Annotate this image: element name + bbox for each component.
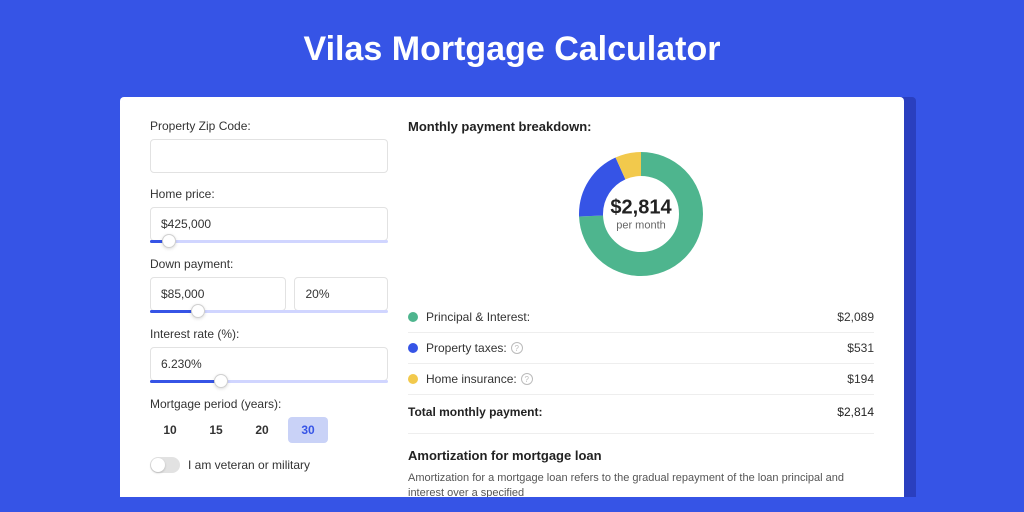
- breakdown-row-taxes: Property taxes: ? $531: [408, 333, 874, 364]
- interest-rate-slider-fill: [150, 380, 221, 383]
- veteran-toggle-label: I am veteran or military: [188, 458, 310, 472]
- home-price-slider-thumb[interactable]: [162, 234, 176, 248]
- donut-center: $2,814 per month: [610, 197, 671, 232]
- interest-rate-field-group: Interest rate (%):: [150, 327, 388, 383]
- interest-rate-input[interactable]: [150, 347, 388, 381]
- breakdown-row-insurance: Home insurance: ? $194: [408, 364, 874, 395]
- breakdown-label-taxes: Property taxes: ?: [426, 341, 847, 355]
- amortization-section: Amortization for mortgage loan Amortizat…: [408, 433, 874, 497]
- down-payment-percent-input[interactable]: [294, 277, 388, 311]
- down-payment-slider-thumb[interactable]: [191, 304, 205, 318]
- amortization-text: Amortization for a mortgage loan refers …: [408, 471, 874, 497]
- breakdown-total-value: $2,814: [837, 405, 874, 419]
- period-field-group: Mortgage period (years): 10 15 20 30: [150, 397, 388, 443]
- calculator-card: Property Zip Code: Home price: Down paym…: [120, 97, 904, 497]
- breakdown-column: Monthly payment breakdown: $2,814 per mo…: [408, 119, 874, 497]
- down-payment-label: Down payment:: [150, 257, 388, 271]
- breakdown-row-principal: Principal & Interest: $2,089: [408, 302, 874, 333]
- breakdown-label-taxes-text: Property taxes:: [426, 341, 507, 355]
- donut-center-value: $2,814: [610, 197, 671, 220]
- down-payment-field-group: Down payment:: [150, 257, 388, 313]
- breakdown-value-principal: $2,089: [837, 310, 874, 324]
- page-title: Vilas Mortgage Calculator: [0, 0, 1024, 97]
- breakdown-label-principal: Principal & Interest:: [426, 310, 837, 324]
- interest-rate-slider[interactable]: [150, 380, 388, 383]
- interest-rate-slider-thumb[interactable]: [214, 374, 228, 388]
- info-icon[interactable]: ?: [511, 342, 523, 354]
- donut-center-sub: per month: [610, 220, 671, 232]
- home-price-slider[interactable]: [150, 240, 388, 243]
- dot-principal: [408, 312, 418, 322]
- dot-taxes: [408, 343, 418, 353]
- amortization-heading: Amortization for mortgage loan: [408, 448, 874, 463]
- donut-container: $2,814 per month: [408, 144, 874, 284]
- down-payment-amount-input[interactable]: [150, 277, 286, 311]
- veteran-toggle-row: I am veteran or military: [150, 457, 388, 473]
- breakdown-value-insurance: $194: [847, 372, 874, 386]
- info-icon[interactable]: ?: [521, 373, 533, 385]
- breakdown-label-insurance: Home insurance: ?: [426, 372, 847, 386]
- donut-chart: $2,814 per month: [571, 144, 711, 284]
- period-option-15[interactable]: 15: [196, 417, 236, 443]
- period-option-20[interactable]: 20: [242, 417, 282, 443]
- veteran-toggle-knob: [151, 458, 165, 472]
- form-column: Property Zip Code: Home price: Down paym…: [150, 119, 388, 497]
- zip-field-group: Property Zip Code:: [150, 119, 388, 173]
- period-option-10[interactable]: 10: [150, 417, 190, 443]
- period-label: Mortgage period (years):: [150, 397, 388, 411]
- home-price-label: Home price:: [150, 187, 388, 201]
- down-payment-slider[interactable]: [150, 310, 388, 313]
- breakdown-heading: Monthly payment breakdown:: [408, 119, 874, 134]
- period-options: 10 15 20 30: [150, 417, 388, 443]
- home-price-input[interactable]: [150, 207, 388, 241]
- interest-rate-label: Interest rate (%):: [150, 327, 388, 341]
- zip-input[interactable]: [150, 139, 388, 173]
- zip-label: Property Zip Code:: [150, 119, 388, 133]
- dot-insurance: [408, 374, 418, 384]
- breakdown-label-insurance-text: Home insurance:: [426, 372, 517, 386]
- period-option-30[interactable]: 30: [288, 417, 328, 443]
- breakdown-value-taxes: $531: [847, 341, 874, 355]
- breakdown-total-row: Total monthly payment: $2,814: [408, 395, 874, 433]
- home-price-field-group: Home price:: [150, 187, 388, 243]
- veteran-toggle[interactable]: [150, 457, 180, 473]
- breakdown-total-label: Total monthly payment:: [408, 405, 837, 419]
